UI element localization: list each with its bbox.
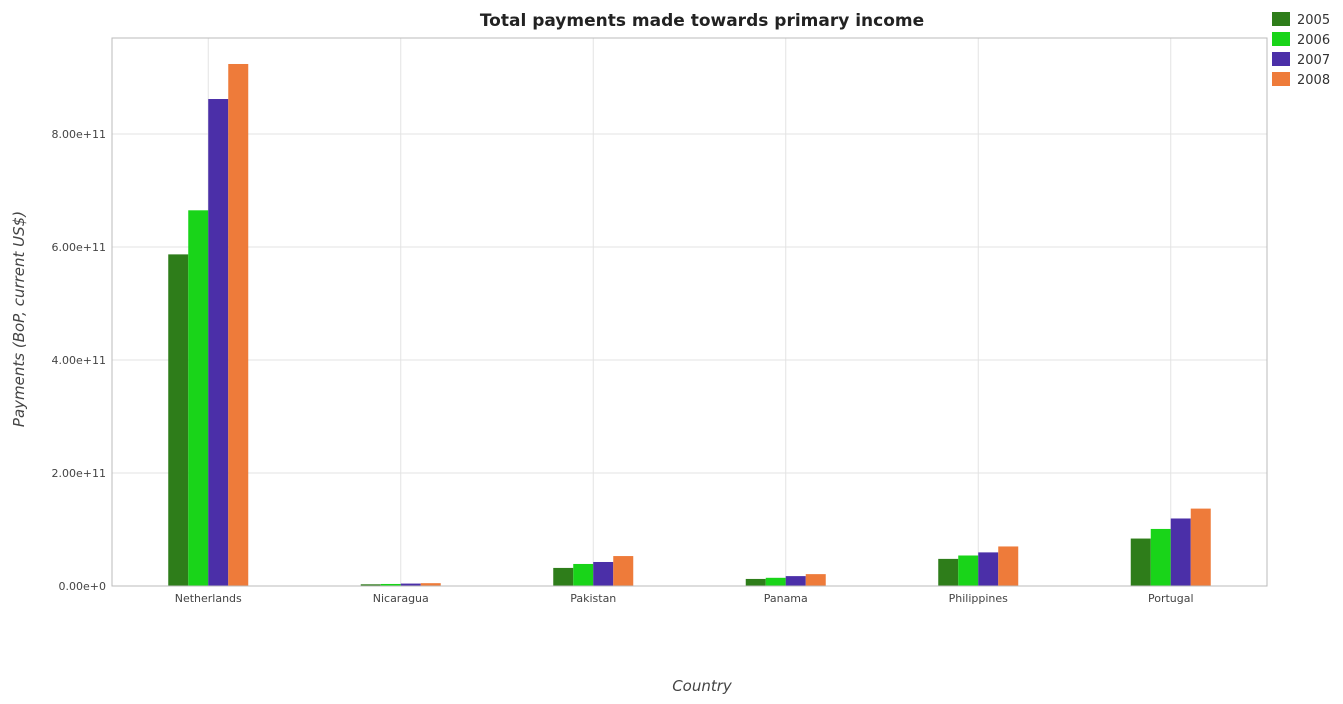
bars	[168, 63, 1211, 587]
bar-2005-netherlands	[168, 254, 189, 587]
bar-2007-nicaragua	[400, 583, 421, 586]
y-tick-label: 4.00e+11	[52, 354, 106, 367]
bar-2007-panama	[785, 576, 806, 586]
x-tick-label: Nicaragua	[373, 592, 429, 605]
bar-2007-portugal	[1170, 518, 1191, 586]
legend: 2005 2006 2007 2008	[1272, 12, 1330, 88]
x-axis-label: Country	[672, 677, 733, 695]
bar-2006-panama	[765, 577, 786, 586]
legend-swatch-2008	[1272, 72, 1290, 86]
axes: 0.00e+0 2.00e+11 4.00e+11 6.00e+11 8.00e+11 N…	[52, 37, 1268, 605]
bar-2006-portugal	[1150, 528, 1171, 586]
bar-2007-philippines	[978, 552, 999, 586]
bar-2008-portugal	[1190, 508, 1211, 586]
bar-2006-nicaragua	[380, 583, 401, 586]
bar-2008-panama	[805, 574, 826, 586]
bar-2006-philippines	[958, 555, 979, 586]
legend-swatch-2006	[1272, 32, 1290, 46]
y-tick-label: 0.00e+0	[59, 580, 106, 593]
x-tick-label: Philippines	[949, 592, 1009, 605]
y-tick-label: 6.00e+11	[52, 241, 106, 254]
x-tick-label: Panama	[764, 592, 808, 605]
bar-2008-nicaragua	[420, 583, 441, 586]
plot-border	[111, 37, 1268, 587]
y-axis-label: Payments (BoP, current US$)	[10, 211, 28, 427]
grid	[112, 38, 1267, 587]
x-tick-label: Netherlands	[175, 592, 242, 605]
y-tick-label: 8.00e+11	[52, 128, 106, 141]
bar-2007-netherlands	[208, 99, 229, 586]
bar-2007-pakistan	[593, 561, 614, 586]
y-tick-label: 2.00e+11	[52, 467, 106, 480]
bar-2005-portugal	[1130, 538, 1151, 586]
bar-2008-netherlands	[228, 63, 249, 587]
bar-2005-nicaragua	[360, 584, 381, 586]
bar-2008-philippines	[998, 546, 1019, 586]
legend-swatch-2005	[1272, 12, 1290, 26]
bar-2005-panama	[745, 578, 766, 586]
legend-label-2008: 2008	[1297, 73, 1330, 88]
bar-2006-pakistan	[573, 563, 594, 586]
x-tick-label: Portugal	[1148, 592, 1194, 605]
bar-2005-pakistan	[553, 567, 574, 586]
legend-label-2007: 2007	[1297, 53, 1330, 68]
legend-label-2006: 2006	[1297, 33, 1330, 48]
chart-title: Total payments made towards primary inco…	[480, 11, 924, 31]
x-tick-label: Pakistan	[570, 592, 616, 605]
legend-label-2005: 2005	[1297, 13, 1330, 28]
bar-2006-netherlands	[188, 210, 209, 587]
bar-2005-philippines	[938, 558, 959, 586]
legend-swatch-2007	[1272, 52, 1290, 66]
bar-2008-pakistan	[613, 556, 634, 586]
